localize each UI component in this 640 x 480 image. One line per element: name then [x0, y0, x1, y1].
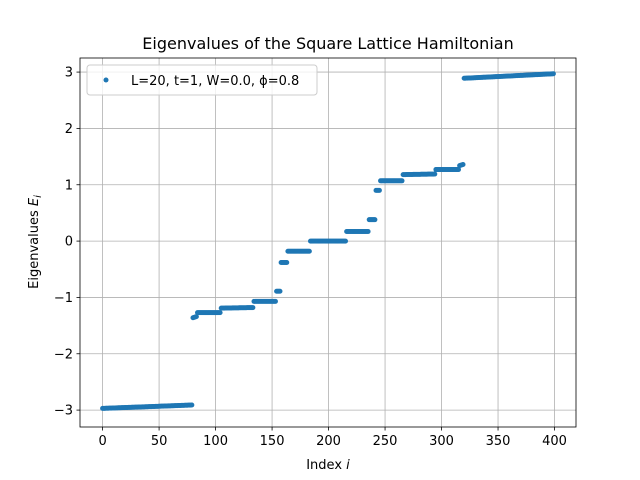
legend: L=20, t=1, W=0.0, ϕ=0.8: [86, 64, 318, 96]
data-point: [193, 314, 199, 320]
data-point: [432, 171, 438, 177]
x-axis-label-main: Index: [306, 458, 346, 473]
data-point: [550, 71, 556, 77]
data-point: [460, 161, 466, 167]
x-tick-label: 400: [542, 434, 567, 449]
y-tick-label: −2: [54, 347, 73, 362]
x-tick-label: 150: [260, 434, 285, 449]
x-tick-label: 200: [316, 434, 341, 449]
y-axis-label-var: E: [27, 197, 42, 206]
grid: [80, 58, 576, 427]
data-point: [277, 288, 283, 294]
y-axis-label: Eigenvalues Ei: [27, 195, 44, 289]
data-point: [250, 305, 256, 311]
y-tick-label: 0: [65, 235, 73, 250]
y-tick-label: 3: [65, 66, 73, 81]
x-tick-label: 50: [151, 434, 168, 449]
y-tick-label: −3: [54, 404, 73, 419]
legend-label: L=20, t=1, W=0.0, ϕ=0.8: [131, 74, 299, 89]
data-point: [284, 259, 290, 265]
data-point: [306, 248, 312, 254]
data-point: [217, 310, 223, 316]
x-tick-label: 250: [373, 434, 398, 449]
data-point: [399, 178, 405, 184]
data-point: [372, 217, 378, 223]
x-tick-label: 350: [486, 434, 511, 449]
x-tick-label: 300: [429, 434, 454, 449]
data-point: [365, 229, 371, 235]
y-tick-label: 1: [65, 178, 73, 193]
x-axis-ticks: 0 50 100 150 200 250 300 350 400: [98, 427, 567, 449]
x-tick-label: 100: [203, 434, 228, 449]
data-points: [100, 71, 556, 411]
legend-box: [86, 64, 318, 96]
data-point: [455, 167, 461, 173]
y-tick-label: −1: [54, 291, 73, 306]
x-axis-label: Index i: [306, 458, 350, 473]
x-tick-label: 0: [98, 434, 106, 449]
data-point: [376, 187, 382, 193]
data-point: [343, 238, 349, 244]
y-tick-label: 2: [65, 122, 73, 137]
data-point: [189, 402, 195, 408]
y-axis-ticks: −3 −2 −1 0 1 2 3: [54, 66, 80, 419]
legend-marker: [103, 77, 109, 83]
y-axis-label-main: Eigenvalues: [27, 206, 42, 289]
x-axis-label-var: i: [346, 458, 350, 473]
chart-title: Eigenvalues of the Square Lattice Hamilt…: [142, 34, 513, 53]
data-point: [272, 298, 278, 304]
plot-frame: [79, 57, 577, 428]
y-axis-label-sub: i: [33, 195, 44, 198]
